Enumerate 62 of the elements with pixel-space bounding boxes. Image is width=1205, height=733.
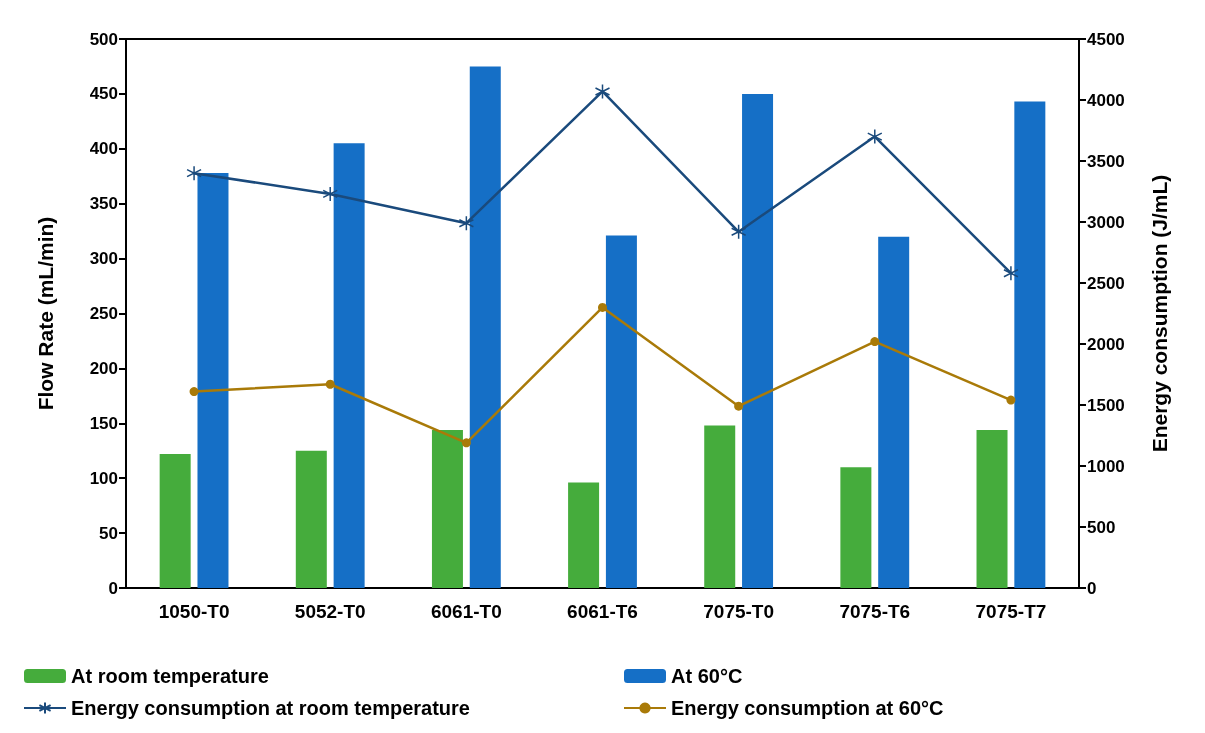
y-tick-label: 350 bbox=[89, 194, 118, 214]
bar bbox=[605, 235, 637, 588]
x-tick-label: 7075-T7 bbox=[975, 601, 1047, 622]
y2-tick-label: 3500 bbox=[1087, 151, 1125, 171]
y2-tick-label: 3000 bbox=[1087, 212, 1125, 232]
bar bbox=[878, 236, 910, 588]
x-tick-label: 6061-T0 bbox=[430, 601, 502, 622]
bar bbox=[333, 143, 365, 588]
bar bbox=[159, 454, 191, 588]
y2-tick-label: 0 bbox=[1087, 578, 1097, 598]
point bbox=[734, 401, 744, 411]
x-tick-label: 6061-T6 bbox=[567, 601, 638, 622]
x-tick-label: 7075-T6 bbox=[839, 601, 911, 622]
y-tick-label: 500 bbox=[89, 29, 118, 49]
point bbox=[461, 438, 471, 448]
point bbox=[867, 128, 883, 145]
point bbox=[325, 379, 335, 389]
y-tick-label: 200 bbox=[89, 358, 118, 378]
y2-tick-label: 4000 bbox=[1087, 90, 1125, 110]
bar bbox=[431, 429, 463, 588]
y-tick-label: 0 bbox=[108, 578, 118, 598]
y2-tick-label: 500 bbox=[1087, 517, 1116, 537]
point bbox=[1006, 395, 1016, 405]
point bbox=[598, 302, 607, 312]
bar bbox=[742, 93, 774, 588]
bar bbox=[568, 482, 600, 588]
y2-axis-title: Energy consumption (J/mL) bbox=[1148, 174, 1171, 453]
bar bbox=[704, 425, 736, 588]
y2-tick-label: 4500 bbox=[1087, 29, 1125, 49]
point bbox=[189, 387, 199, 397]
point bbox=[322, 186, 338, 202]
point bbox=[870, 337, 880, 347]
y-tick-label: 300 bbox=[89, 249, 118, 269]
y-tick-label: 400 bbox=[89, 139, 118, 159]
point bbox=[186, 165, 202, 181]
point bbox=[458, 215, 475, 231]
bar bbox=[1014, 101, 1046, 588]
x-tick-label: 1050-T0 bbox=[158, 601, 230, 622]
y-tick-label: 100 bbox=[89, 468, 118, 488]
bar bbox=[840, 467, 872, 588]
legend-label: Energy consumption at room temperature bbox=[71, 697, 470, 719]
y2-tick-label: 2000 bbox=[1087, 334, 1125, 354]
y-axis-title: Flow Rate (mL/min) bbox=[34, 216, 57, 411]
y2-tick-label: 2500 bbox=[1087, 273, 1125, 293]
point bbox=[730, 224, 747, 240]
y2-tick-label: 1500 bbox=[1087, 395, 1125, 415]
y-tick-label: 250 bbox=[89, 304, 118, 323]
bar bbox=[976, 429, 1008, 588]
legend-label: Energy consumption at 60°C bbox=[671, 697, 944, 719]
bar bbox=[197, 172, 229, 588]
point bbox=[1003, 265, 1019, 281]
x-tick-label: 7075-T0 bbox=[703, 601, 775, 622]
bar bbox=[295, 450, 327, 588]
bar bbox=[469, 66, 501, 588]
point bbox=[594, 83, 611, 100]
legend-label: At room temperature bbox=[71, 665, 269, 687]
y-tick-label: 50 bbox=[99, 523, 118, 543]
legend-label: At 60°C bbox=[671, 665, 743, 687]
y2-tick-label: 1000 bbox=[1087, 456, 1125, 476]
x-tick-label: 5052-T0 bbox=[294, 601, 366, 622]
y-tick-label: 150 bbox=[89, 413, 118, 433]
y-tick-label: 450 bbox=[89, 84, 118, 104]
